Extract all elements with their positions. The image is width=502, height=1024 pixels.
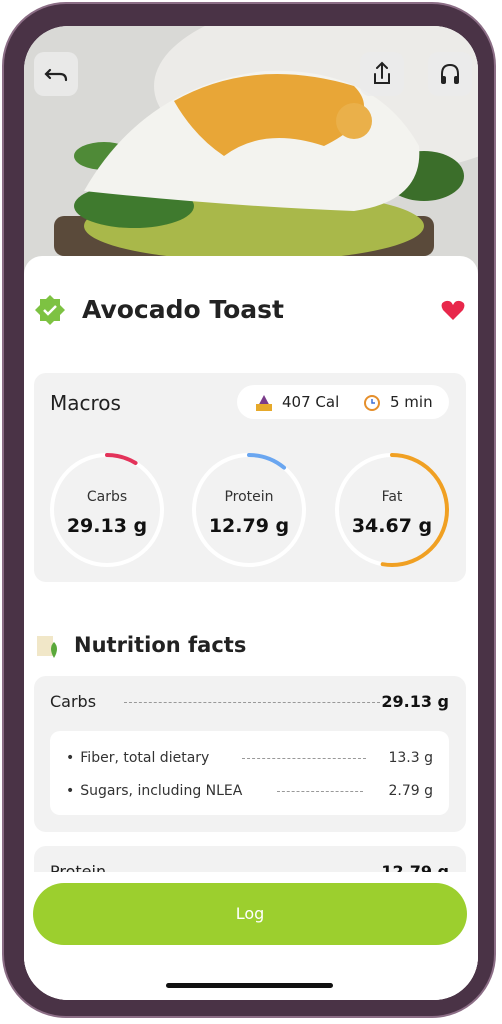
time-icon xyxy=(364,395,380,411)
macro-amount: 29.13 g xyxy=(66,515,148,537)
share-icon xyxy=(374,61,390,84)
detail-label: Fiber, total dietary xyxy=(66,748,209,768)
favorite-button[interactable] xyxy=(440,298,466,322)
nutrient-label: Carbs xyxy=(50,692,97,711)
nutrition-title: Nutrition facts xyxy=(74,633,247,657)
prep-time: 5 min xyxy=(390,393,433,411)
food-title: Avocado Toast xyxy=(82,295,285,324)
macro-label: Fat xyxy=(381,489,403,505)
nutrition-icon xyxy=(37,636,57,658)
screen: Avocado Toast Macros 407 Cal 5 min Nutri… xyxy=(24,26,478,1000)
back-icon xyxy=(44,68,68,82)
macro-label: Protein xyxy=(224,489,274,505)
detail-amount: 13.3 g xyxy=(388,750,433,766)
macro-rings xyxy=(50,453,449,567)
calories: 407 Cal xyxy=(282,393,340,411)
macro-amount: 34.67 g xyxy=(351,515,433,537)
verified-badge xyxy=(35,295,65,325)
log-button[interactable]: Log xyxy=(33,883,467,945)
macros-title: Macros xyxy=(50,391,121,415)
food-photo xyxy=(24,26,478,276)
calorie-icon xyxy=(256,395,272,411)
carbs-details xyxy=(50,731,449,815)
support-button[interactable] xyxy=(428,52,472,96)
nutrient-amount: 29.13 g xyxy=(381,692,449,711)
macro-label: Carbs xyxy=(86,489,128,505)
detail-label: Sugars, including NLEA xyxy=(66,781,242,801)
dashed-leader xyxy=(277,791,363,792)
share-button[interactable] xyxy=(360,52,404,96)
headphones-icon xyxy=(441,63,459,84)
detail-amount: 2.79 g xyxy=(388,783,433,799)
dashed-leader xyxy=(242,758,366,759)
macro-amount: 12.79 g xyxy=(208,515,290,537)
back-button[interactable] xyxy=(34,52,78,96)
macros-summary-pill xyxy=(237,385,449,419)
home-indicator xyxy=(166,983,333,988)
dashed-leader xyxy=(124,702,380,703)
